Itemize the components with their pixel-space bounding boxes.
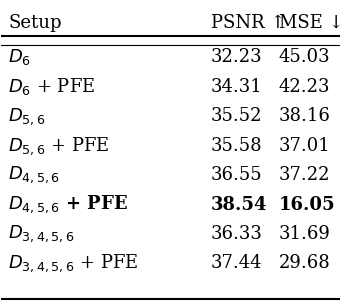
Text: 38.54: 38.54 bbox=[211, 196, 267, 214]
Text: 32.23: 32.23 bbox=[211, 48, 263, 66]
Text: $D_6$: $D_6$ bbox=[8, 47, 31, 68]
Text: 34.31: 34.31 bbox=[211, 78, 263, 96]
Text: 37.22: 37.22 bbox=[279, 166, 330, 184]
Text: 35.58: 35.58 bbox=[211, 137, 263, 155]
Text: 45.03: 45.03 bbox=[279, 48, 330, 66]
Text: Setup: Setup bbox=[8, 13, 62, 32]
Text: 16.05: 16.05 bbox=[279, 196, 335, 214]
Text: MSE ↓: MSE ↓ bbox=[279, 13, 344, 32]
Text: 29.68: 29.68 bbox=[279, 254, 330, 272]
Text: 37.44: 37.44 bbox=[211, 254, 262, 272]
Text: 37.01: 37.01 bbox=[279, 137, 330, 155]
Text: $D_6$ + PFE: $D_6$ + PFE bbox=[8, 76, 95, 97]
Text: $D_{4,5,6}$: $D_{4,5,6}$ bbox=[8, 165, 60, 185]
Text: $D_{4,5,6}$ + PFE: $D_{4,5,6}$ + PFE bbox=[8, 194, 128, 215]
Text: $D_{5,6}$: $D_{5,6}$ bbox=[8, 106, 46, 127]
Text: 35.52: 35.52 bbox=[211, 107, 262, 125]
Text: PSNR ↑: PSNR ↑ bbox=[211, 13, 286, 32]
Text: 31.69: 31.69 bbox=[279, 225, 330, 243]
Text: 36.33: 36.33 bbox=[211, 225, 263, 243]
Text: $D_{5,6}$ + PFE: $D_{5,6}$ + PFE bbox=[8, 135, 110, 157]
Text: 36.55: 36.55 bbox=[211, 166, 263, 184]
Text: $D_{3,4,5,6}$ + PFE: $D_{3,4,5,6}$ + PFE bbox=[8, 252, 139, 274]
Text: 42.23: 42.23 bbox=[279, 78, 330, 96]
Text: 38.16: 38.16 bbox=[279, 107, 330, 125]
Text: $D_{3,4,5,6}$: $D_{3,4,5,6}$ bbox=[8, 224, 75, 244]
